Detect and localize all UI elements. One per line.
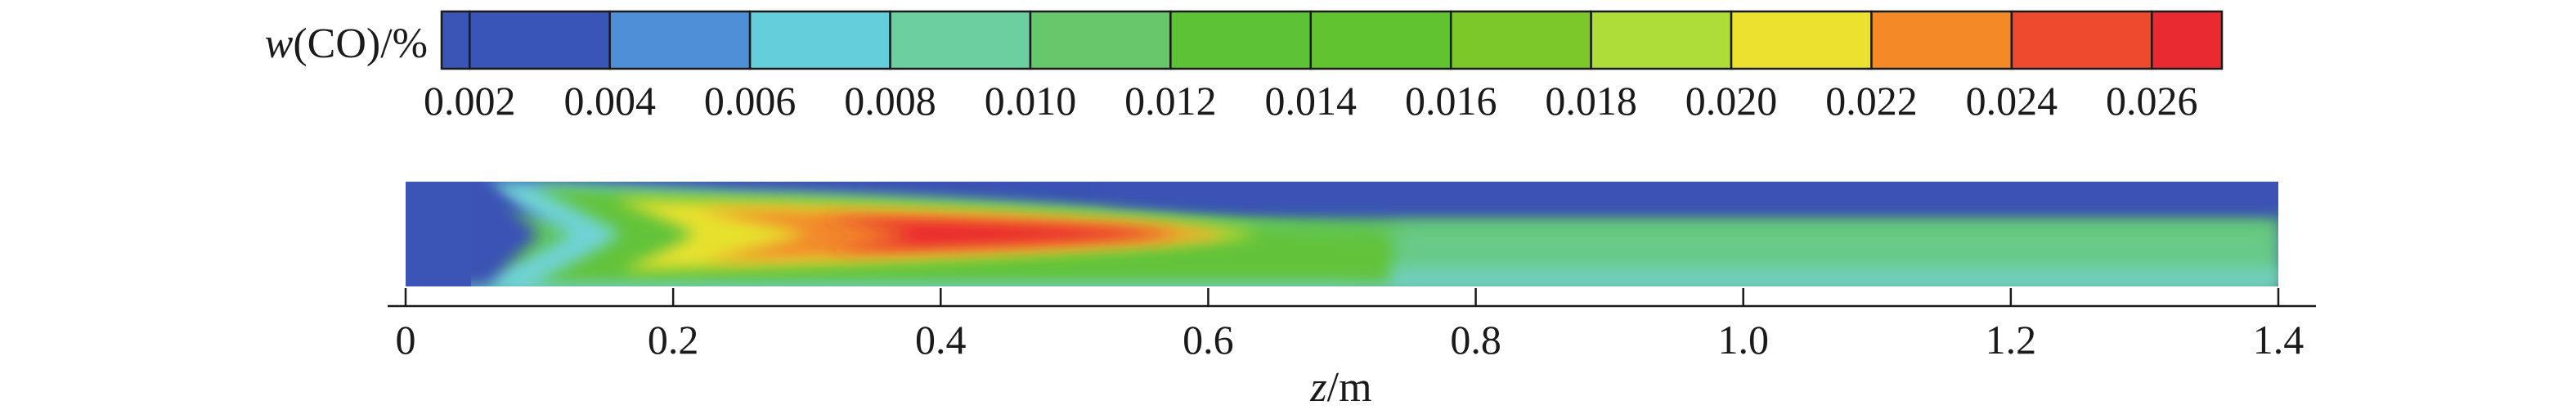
x-tick-label: 0.8 (1450, 317, 1501, 363)
colorbar-tick-label: 0.012 (1124, 78, 1217, 124)
colorbar-block-11 (1870, 10, 2013, 70)
colorbar-block-3 (748, 10, 891, 70)
x-tick-label: 0.6 (1183, 317, 1234, 363)
colorbar-title-rest: (CO)/% (293, 20, 428, 67)
colorbar-block-12 (2010, 10, 2153, 70)
colorbar-tick-label: 0.022 (1825, 78, 1918, 124)
colorbar-tick-label: 0.020 (1685, 78, 1778, 124)
colorbar-block-5 (1029, 10, 1172, 70)
colorbar-tick-label: 0.004 (563, 78, 656, 124)
colorbar-block-8 (1449, 10, 1592, 70)
x-tick-label: 0.2 (648, 317, 699, 363)
colorbar-tick-label: 0.008 (844, 78, 936, 124)
colorbar-tick-label: 0.024 (1966, 78, 2058, 124)
colorbar-title-variable: w (265, 20, 294, 67)
x-tick-label: 0 (396, 317, 416, 363)
field-outlet-tint (1390, 223, 2278, 286)
colorbar-tick-label: 0.018 (1545, 78, 1637, 124)
colorbar-tick-label: 0.014 (1265, 78, 1358, 124)
colorbar-tick-label: 0.002 (424, 78, 516, 124)
x-tick-label: 1.4 (2253, 317, 2304, 363)
colorbar-tick-label: 0.016 (1405, 78, 1497, 124)
colorbar-block-6 (1169, 10, 1313, 70)
colorbar-block-1 (469, 10, 611, 70)
x-axis-title-variable: z (1309, 364, 1326, 411)
x-ticks: 0 0.2 0.4 0.6 0.8 1.0 1.2 1.4 (396, 288, 2304, 363)
x-tick-label: 1.0 (1717, 317, 1769, 363)
colorbar-block-2 (608, 10, 752, 70)
x-tick-label: 1.2 (1986, 317, 2037, 363)
field-inlet-edge (406, 182, 471, 286)
colorbar-tick-label: 0.026 (2106, 78, 2198, 124)
x-axis-title-rest: /m (1327, 364, 1372, 411)
colorbar-tick-label: 0.006 (704, 78, 797, 124)
colorbar-block-10 (1730, 10, 1873, 70)
x-axis: 0 0.2 0.4 0.6 0.8 1.0 1.2 1.4 z/m (388, 288, 2316, 411)
colorbar-block-4 (889, 10, 1032, 70)
colorbar: 0.002 0.004 0.006 0.008 0.010 0.012 0.014 0.016… (424, 10, 2224, 124)
field-plume-red-core (818, 218, 1178, 250)
co-concentration-field (406, 182, 2278, 286)
colorbar-tick-label: 0.010 (985, 78, 1077, 124)
colorbar-block-7 (1309, 10, 1452, 70)
colorbar-block-9 (1590, 10, 1733, 70)
field-upper-blue (1104, 182, 2278, 214)
x-axis-title: z/m (1309, 364, 1371, 411)
x-tick-label: 0.4 (915, 317, 967, 363)
colorbar-block-0 (440, 10, 471, 70)
colorbar-title: w(CO)/% (265, 20, 428, 67)
colorbar-block-13 (2151, 10, 2224, 70)
